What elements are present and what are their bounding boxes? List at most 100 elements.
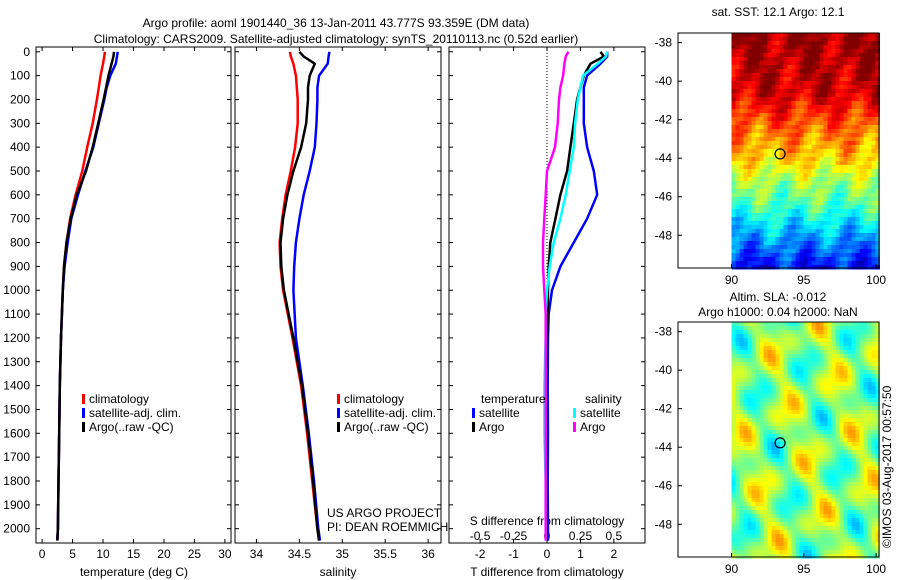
sst-map-cell bbox=[795, 169, 801, 174]
sst-map-cell bbox=[755, 73, 761, 78]
sst-map-cell bbox=[755, 249, 761, 254]
sst-map-cell bbox=[763, 109, 769, 114]
sst-map-cell bbox=[771, 213, 777, 218]
sst-map-cell bbox=[791, 177, 797, 182]
sst-map-cell bbox=[835, 33, 841, 38]
sst-map-cell bbox=[867, 177, 873, 182]
sla-map-cell bbox=[791, 450, 797, 455]
sla-map-cell bbox=[739, 554, 745, 559]
sla-map-cell bbox=[863, 358, 869, 363]
sst-map-cell bbox=[767, 209, 773, 214]
sst-map-cell bbox=[735, 113, 741, 118]
sst-map-cell bbox=[835, 53, 841, 58]
sst-map-cell bbox=[811, 225, 817, 230]
sst-map-cell bbox=[839, 229, 845, 234]
sst-map-cell bbox=[867, 65, 873, 70]
sst-map-cell bbox=[851, 57, 857, 62]
sla-map-cell bbox=[847, 442, 853, 447]
sst-map-cell bbox=[743, 185, 749, 190]
sla-map-cell bbox=[815, 510, 821, 515]
sla-map-cell bbox=[871, 470, 877, 475]
sla-map-cell bbox=[739, 442, 745, 447]
sst-map-cell bbox=[783, 109, 789, 114]
sst-map-cell bbox=[847, 129, 853, 134]
sst-map-cell bbox=[735, 121, 741, 126]
sst-map-cell bbox=[799, 201, 805, 206]
sst-map-cell bbox=[767, 261, 773, 266]
sst-map-cell bbox=[807, 45, 813, 50]
sla-map-cell bbox=[791, 346, 797, 351]
sst-map-cell bbox=[759, 161, 765, 166]
sla-map-cell bbox=[871, 514, 877, 519]
sla-map-cell bbox=[815, 462, 821, 467]
sst-map-cell bbox=[823, 141, 829, 146]
sla-map-cell bbox=[863, 466, 869, 471]
sst-map-cell bbox=[855, 201, 861, 206]
sst-map-cell bbox=[791, 189, 797, 194]
sst-map-cell bbox=[859, 233, 865, 238]
sst-map-cell bbox=[831, 169, 837, 174]
sst-map-cell bbox=[791, 153, 797, 158]
sla-map-cell bbox=[751, 438, 757, 443]
sst-map-cell bbox=[871, 157, 877, 162]
sst-map-cell bbox=[763, 149, 769, 154]
sst-map-cell bbox=[823, 165, 829, 170]
sst-map-cell bbox=[739, 49, 745, 54]
sla-map-cell bbox=[855, 478, 861, 483]
sla-map-cell bbox=[875, 446, 881, 451]
sla-map-cell bbox=[779, 338, 785, 343]
sla-map-cell bbox=[787, 522, 793, 527]
sst-map-cell bbox=[787, 37, 793, 42]
sla-map-cell bbox=[855, 418, 861, 423]
sst-map-cell bbox=[779, 253, 785, 258]
sst-map-cell bbox=[875, 221, 881, 226]
sst-map-cell bbox=[731, 89, 737, 94]
sla-map-cell bbox=[739, 546, 745, 551]
sla-map-cell bbox=[791, 490, 797, 495]
sla-map-cell bbox=[775, 422, 781, 427]
sla-map-cell bbox=[759, 442, 765, 447]
sst-map-cell bbox=[831, 117, 837, 122]
sla-map-cell bbox=[871, 494, 877, 499]
sst-map-cell bbox=[787, 161, 793, 166]
sst-map-cell bbox=[843, 145, 849, 150]
sla-map-cell bbox=[743, 370, 749, 375]
sla-map-cell bbox=[815, 506, 821, 511]
sla-map-cell bbox=[807, 498, 813, 503]
sst-map-cell bbox=[783, 133, 789, 138]
sst-map-cell bbox=[855, 265, 861, 270]
sst-map-cell bbox=[823, 109, 829, 114]
sst-map-cell bbox=[811, 233, 817, 238]
sst-map-cell bbox=[827, 89, 833, 94]
sla-map-cell bbox=[739, 518, 745, 523]
sla-map-cell bbox=[851, 322, 857, 327]
sst-map-cell bbox=[787, 69, 793, 74]
sla-map-cell bbox=[827, 494, 833, 499]
sla-map-cell bbox=[847, 522, 853, 527]
sst-map-cell bbox=[747, 129, 753, 134]
sst-map-cell bbox=[767, 265, 773, 270]
sst-map-cell bbox=[779, 77, 785, 82]
sst-map-cell bbox=[855, 137, 861, 142]
sst-map-field bbox=[731, 33, 881, 270]
depth-tick-label: 100 bbox=[10, 69, 30, 83]
sst-map-cell bbox=[831, 89, 837, 94]
sla-map-cell bbox=[735, 542, 741, 547]
sst-map-cell bbox=[811, 73, 817, 78]
sst-map-cell bbox=[847, 73, 853, 78]
sla-map-cell bbox=[823, 366, 829, 371]
sla-map-cell bbox=[843, 406, 849, 411]
sst-map-cell bbox=[859, 177, 865, 182]
sla-map-cell bbox=[799, 450, 805, 455]
sla-map-cell bbox=[755, 450, 761, 455]
sst-map-cell bbox=[835, 105, 841, 110]
sst-map-cell bbox=[855, 165, 861, 170]
sst-map-cell bbox=[871, 41, 877, 46]
sla-map-cell bbox=[763, 330, 769, 335]
sst-map-cell bbox=[783, 245, 789, 250]
sst-map-cell bbox=[823, 69, 829, 74]
sla-map-cell bbox=[875, 354, 881, 359]
sla-map-cell bbox=[731, 354, 737, 359]
sla-map-cell bbox=[835, 390, 841, 395]
sla-map-cell bbox=[771, 406, 777, 411]
